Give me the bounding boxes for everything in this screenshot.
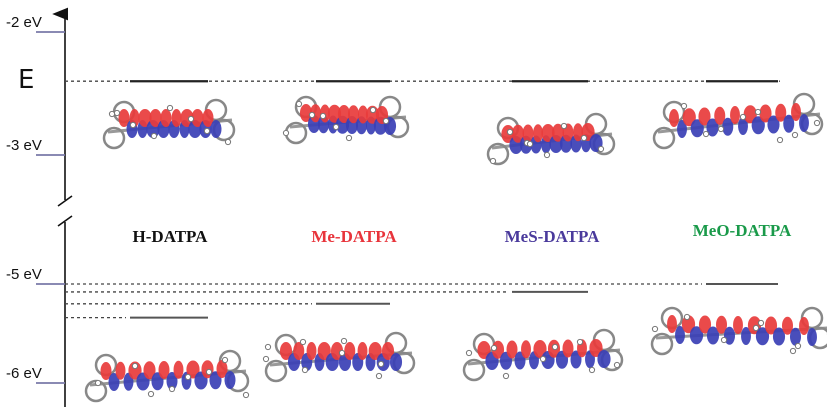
axis-tick-label: -2 eV <box>6 14 42 31</box>
orbital-molecule <box>262 331 416 383</box>
orbital-isosurfaces <box>84 92 827 403</box>
orbital-molecule <box>102 98 236 150</box>
molecule-labels: H-DATPA Me-DATPA MeS-DATPA MeO-DATPA <box>133 221 792 246</box>
molecule-label-2: MeS-DATPA <box>505 227 600 246</box>
orbital-molecule <box>652 92 824 150</box>
axis-tick-label: -5 eV <box>6 266 42 283</box>
orbital-molecule <box>84 349 250 403</box>
energy-levels <box>65 80 780 319</box>
orbital-molecule <box>650 306 827 356</box>
axis-break-mark <box>57 195 73 227</box>
axis-symbol: E <box>18 65 34 95</box>
molecule-label-3: MeO-DATPA <box>693 221 792 240</box>
axis-tick-label: -3 eV <box>6 137 42 154</box>
molecule-label-0: H-DATPA <box>133 227 209 246</box>
orbital-molecule <box>462 328 624 382</box>
axis-tick-label: -6 eV <box>6 365 42 382</box>
axis-ticks: -2 eV -3 eV -5 eV -6 eV <box>6 14 65 384</box>
energy-axis: E -2 eV -3 eV -5 eV -6 eV <box>6 7 73 407</box>
molecule-label-1: Me-DATPA <box>311 227 397 246</box>
orbital-molecule <box>282 95 410 145</box>
orbital-molecule <box>486 112 616 166</box>
